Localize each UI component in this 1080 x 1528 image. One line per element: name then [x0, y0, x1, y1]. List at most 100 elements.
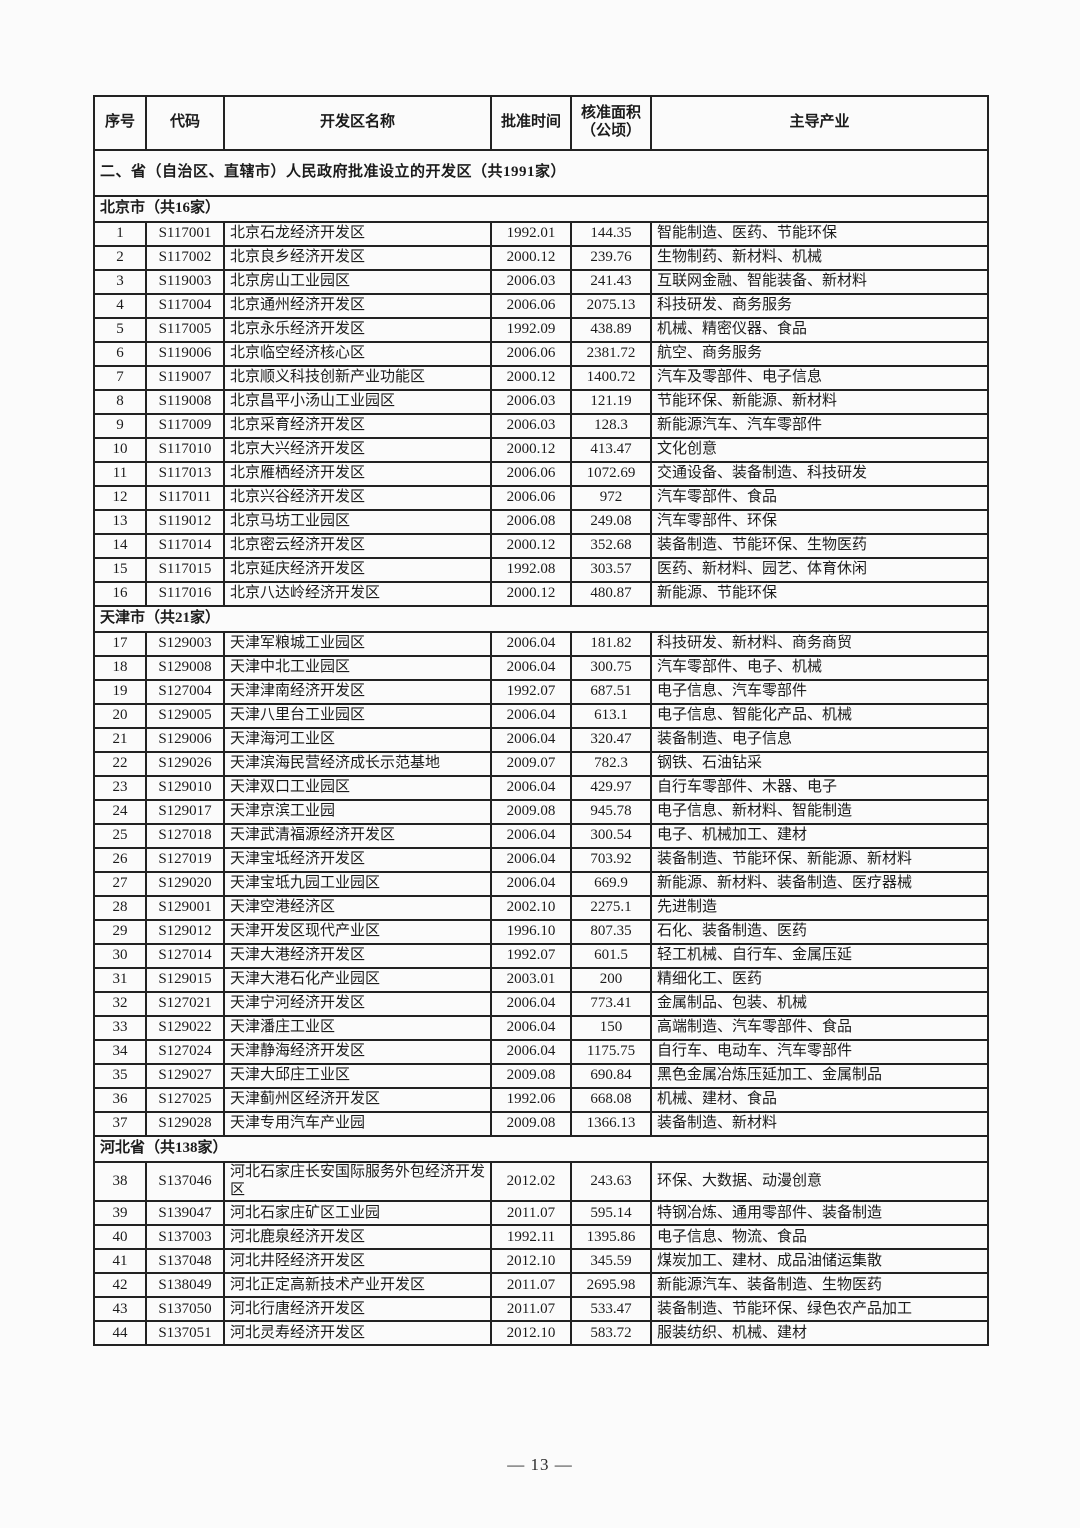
cell-name: 河北灵寿经济开发区	[223, 1320, 492, 1347]
cell-industries: 新能源汽车、装备制造、生物医药	[650, 1272, 989, 1299]
cell-name: 河北正定高新技术产业开发区	[223, 1272, 492, 1299]
cell-area: 1395.86	[570, 1224, 652, 1251]
cell-code: S137051	[145, 1320, 225, 1347]
cell-serial: 32	[93, 991, 147, 1017]
cell-date: 2006.04	[490, 823, 572, 849]
cell-area: 429.97	[570, 775, 652, 801]
cell-code: S129008	[145, 655, 225, 681]
cell-date: 2000.12	[490, 581, 572, 607]
cell-name: 北京临空经济核心区	[223, 341, 492, 367]
cell-area: 144.35	[570, 221, 652, 247]
cell-industries: 新能源、新材料、装备制造、医疗器械	[650, 871, 989, 897]
cell-code: S129020	[145, 871, 225, 897]
table-row: 38 S137046 河北石家庄长安国际服务外包经济开发区 2012.02 243.63…	[93, 1160, 989, 1203]
cell-date: 2006.04	[490, 727, 572, 753]
cell-name: 北京马坊工业园区	[223, 509, 492, 535]
cell-name: 天津开发区现代产业区	[223, 919, 492, 945]
cell-serial: 44	[93, 1320, 147, 1347]
cell-name: 天津大港经济开发区	[223, 943, 492, 969]
cell-name: 天津滨海民营经济成长示范基地	[223, 751, 492, 777]
cell-industries: 汽车零部件、环保	[650, 509, 989, 535]
cell-code: S117001	[145, 221, 225, 247]
cell-name: 北京采育经济开发区	[223, 413, 492, 439]
cell-name: 北京兴谷经济开发区	[223, 485, 492, 511]
cell-industries: 汽车及零部件、电子信息	[650, 365, 989, 391]
table-row: 32 S127021 天津宁河经济开发区 2006.04 773.41 金属制品、包装、机…	[93, 991, 989, 1017]
cell-serial: 16	[93, 581, 147, 607]
table-row: 3 S119003 北京房山工业园区 2006.03 241.43 互联网金融、智能装备、…	[93, 269, 989, 295]
cell-serial: 39	[93, 1200, 147, 1227]
table-row: 41 S137048 河北井陉经济开发区 2012.10 345.59 煤炭加工、建材、成…	[93, 1248, 989, 1275]
cell-date: 2000.12	[490, 365, 572, 391]
cell-serial: 25	[93, 823, 147, 849]
cell-serial: 29	[93, 919, 147, 945]
table-row: 44 S137051 河北灵寿经济开发区 2012.10 583.72 服装纺织、机械、建…	[93, 1320, 989, 1347]
table-row: 37 S129028 天津专用汽车产业园 2009.08 1366.13 装备制造、新材料	[93, 1111, 989, 1137]
table-row: 12 S117011 北京兴谷经济开发区 2006.06 972 汽车零部件、食品	[93, 485, 989, 511]
cell-name: 河北石家庄长安国际服务外包经济开发区	[223, 1160, 492, 1203]
cell-industries: 自行车、电动车、汽车零部件	[650, 1039, 989, 1065]
cell-serial: 30	[93, 943, 147, 969]
table-row: 9 S117009 北京采育经济开发区 2006.03 128.3 新能源汽车、汽车零部件	[93, 413, 989, 439]
province-header: 北京市（共16家）	[93, 195, 989, 223]
cell-name: 北京昌平小汤山工业园区	[223, 389, 492, 415]
cell-name: 天津海河工业区	[223, 727, 492, 753]
cell-code: S129003	[145, 631, 225, 657]
province-header: 天津市（共21家）	[93, 605, 989, 633]
cell-industries: 新能源汽车、汽车零部件	[650, 413, 989, 439]
cell-serial: 31	[93, 967, 147, 993]
cell-serial: 17	[93, 631, 147, 657]
cell-serial: 20	[93, 703, 147, 729]
table-row: 43 S137050 河北行唐经济开发区 2011.07 533.47 装备制造、节能环保…	[93, 1296, 989, 1323]
table-row: 16 S117016 北京八达岭经济开发区 2000.12 480.87 新能源、节能环保	[93, 581, 989, 607]
cell-serial: 28	[93, 895, 147, 921]
cell-date: 2012.10	[490, 1320, 572, 1347]
cell-code: S138049	[145, 1272, 225, 1299]
cell-date: 2006.04	[490, 655, 572, 681]
province-header-row: 天津市（共21家）	[93, 605, 989, 633]
cell-code: S117015	[145, 557, 225, 583]
cell-industries: 先进制造	[650, 895, 989, 921]
cell-industries: 电子信息、新材料、智能制造	[650, 799, 989, 825]
table-row: 20 S129005 天津八里台工业园区 2006.04 613.1 电子信息、智能化产品…	[93, 703, 989, 729]
cell-name: 北京八达岭经济开发区	[223, 581, 492, 607]
cell-code: S117016	[145, 581, 225, 607]
table-row: 19 S127004 天津津南经济开发区 1992.07 687.51 电子信息、汽车零部…	[93, 679, 989, 705]
cell-industries: 装备制造、电子信息	[650, 727, 989, 753]
table-row: 31 S129015 天津大港石化产业园区 2003.01 200 精细化工、医药	[93, 967, 989, 993]
cell-code: S119007	[145, 365, 225, 391]
cell-name: 天津武清福源经济开发区	[223, 823, 492, 849]
cell-area: 782.3	[570, 751, 652, 777]
table-row: 8 S119008 北京昌平小汤山工业园区 2006.03 121.19 节能环保、新能源…	[93, 389, 989, 415]
cell-industries: 特钢冶炼、通用零部件、装备制造	[650, 1200, 989, 1227]
cell-industries: 石化、装备制造、医药	[650, 919, 989, 945]
cell-industries: 环保、大数据、动漫创意	[650, 1160, 989, 1203]
cell-industries: 服装纺织、机械、建材	[650, 1320, 989, 1347]
table-row: 15 S117015 北京延庆经济开发区 1992.08 303.57 医药、新材料、园艺…	[93, 557, 989, 583]
cell-code: S117010	[145, 437, 225, 463]
cell-industries: 高端制造、汽车零部件、食品	[650, 1015, 989, 1041]
cell-serial: 8	[93, 389, 147, 415]
cell-area: 300.75	[570, 655, 652, 681]
section-title-row: 二、省（自治区、直辖市）人民政府批准设立的开发区（共1991家）	[93, 149, 989, 197]
cell-serial: 24	[93, 799, 147, 825]
cell-code: S117002	[145, 245, 225, 271]
cell-area: 243.63	[570, 1160, 652, 1203]
cell-serial: 5	[93, 317, 147, 343]
cell-industries: 精细化工、医药	[650, 967, 989, 993]
cell-code: S117011	[145, 485, 225, 511]
cell-date: 2009.08	[490, 799, 572, 825]
cell-date: 2009.08	[490, 1111, 572, 1137]
cell-date: 2003.01	[490, 967, 572, 993]
cell-industries: 科技研发、商务服务	[650, 293, 989, 319]
cell-name: 天津蓟州区经济开发区	[223, 1087, 492, 1113]
cell-industries: 电子信息、汽车零部件	[650, 679, 989, 705]
cell-industries: 机械、建材、食品	[650, 1087, 989, 1113]
cell-name: 北京永乐经济开发区	[223, 317, 492, 343]
cell-area: 239.76	[570, 245, 652, 271]
cell-serial: 21	[93, 727, 147, 753]
cell-date: 2006.03	[490, 269, 572, 295]
table-row: 24 S129017 天津京滨工业园 2009.08 945.78 电子信息、新材料、智能…	[93, 799, 989, 825]
cell-date: 2006.08	[490, 509, 572, 535]
